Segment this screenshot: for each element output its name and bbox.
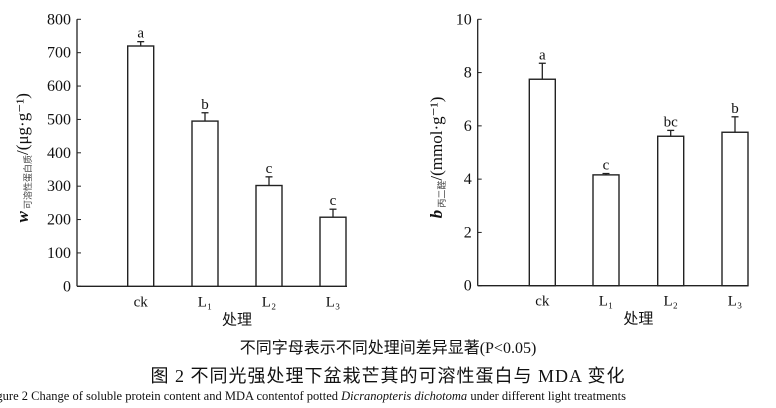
x-tick-label: L₃: [326, 294, 340, 310]
y-tick-label: 300: [47, 178, 71, 195]
significance-letter: b: [201, 97, 209, 113]
significance-letter: a: [539, 47, 546, 63]
y-tick-label: 200: [47, 212, 71, 229]
significance-letter: c: [266, 161, 273, 177]
x-axis-title: 处理: [222, 311, 252, 328]
x-tick-label: L₂: [262, 294, 276, 310]
significance-letter: b: [731, 101, 739, 117]
y-tick-label: 100: [47, 245, 71, 262]
bar-3: [319, 216, 347, 287]
bar-2: [657, 135, 685, 287]
y-axis-title: b 丙二醛/(mmol·g⁻¹): [427, 97, 447, 219]
x-tick-label: ck: [535, 294, 550, 310]
x-tick-label: L₁: [198, 294, 212, 310]
y-axis-unit: /(mmol·g⁻¹): [427, 97, 446, 181]
figure-title-cn: 图 2 不同光强处理下盆栽芒萁的可溶性蛋白与 MDA 变化: [150, 366, 626, 386]
caption-en-species: Dicranopteris dichotoma: [341, 389, 468, 403]
y-axis-subscript: 可溶性蛋白质: [22, 155, 33, 211]
y-axis-subscript: 丙二醛: [436, 181, 447, 210]
y-tick-label: 0: [464, 278, 472, 295]
y-tick-label: 0: [63, 278, 71, 295]
x-tick-label: L₃: [728, 294, 742, 310]
bar-3: [721, 131, 749, 287]
protein-chart: 0 100 200 300 400 500 600 700 800 a ck b L₁ c L₂ c L₃ 处理 w…: [13, 11, 347, 328]
y-tick-label: 2: [464, 224, 472, 241]
significance-letter: bc: [664, 114, 679, 130]
y-axis-symbol: b: [427, 210, 446, 219]
significance-letter: c: [603, 158, 610, 174]
bar-1: [191, 120, 219, 288]
bar-0: [528, 78, 556, 287]
y-axis-unit: /(μg·g⁻¹): [13, 93, 32, 155]
y-tick-label: 4: [464, 171, 472, 188]
y-axis-title: w 可溶性蛋白质/(μg·g⁻¹): [13, 93, 33, 223]
y-axis-symbol: w: [13, 211, 32, 223]
y-tick-label: 400: [47, 145, 71, 162]
x-axis-title: 处理: [623, 311, 653, 328]
y-tick-label: 8: [464, 65, 472, 82]
bar-1: [592, 174, 620, 287]
y-tick-label: 10: [456, 11, 472, 28]
x-tick-label: ck: [134, 294, 149, 310]
significance-letter: c: [330, 193, 337, 209]
caption-en-suffix: under different light treatments: [467, 389, 626, 403]
y-tick-label: 800: [47, 11, 71, 28]
y-tick-label: 700: [47, 45, 71, 62]
bar-2: [255, 184, 283, 288]
x-tick-label: L₂: [663, 294, 677, 310]
figure-title-en: Figure 2 Change of soluble protein conte…: [0, 389, 626, 404]
x-tick-label: L₁: [599, 294, 613, 310]
y-tick-label: 600: [47, 78, 71, 95]
caption-en-prefix: Figure 2 Change of soluble protein conte…: [0, 389, 342, 403]
y-tick-label: 500: [47, 111, 71, 128]
y-tick-label: 6: [464, 118, 472, 135]
significance-letter: a: [137, 26, 144, 42]
mda-chart: 0 2 4 6 8 10 a ck c L₁ bc L₂ b L₃ 处理 b 丙二醛/(mmol·g⁻¹): [427, 11, 749, 328]
bar-0: [126, 45, 155, 288]
significance-note: 不同字母表示不同处理间差异显著(P<0.05): [239, 340, 537, 357]
